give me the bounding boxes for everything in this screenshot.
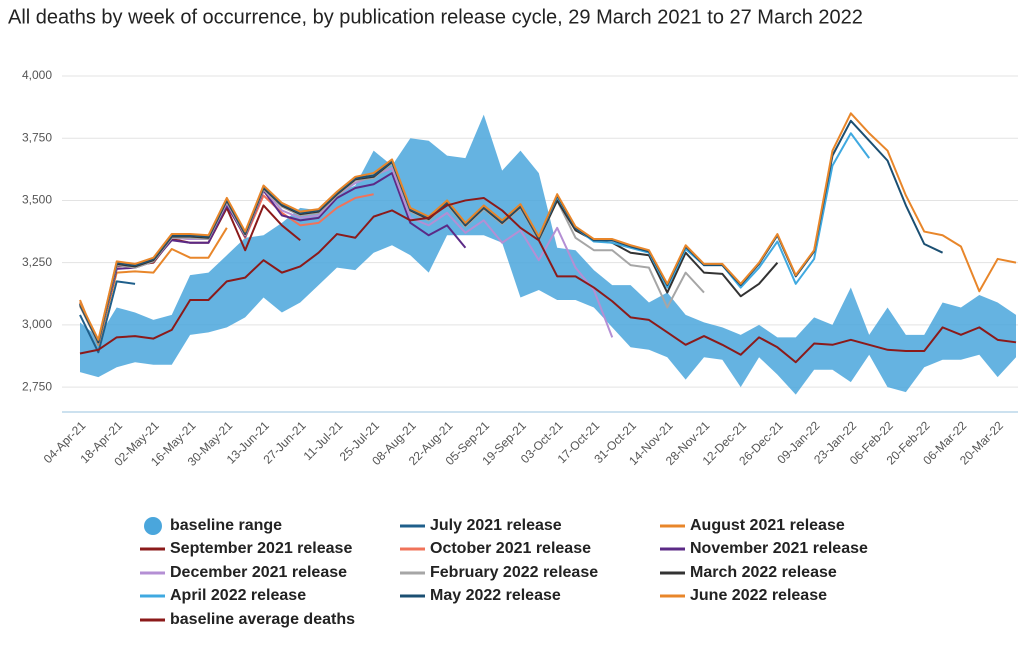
legend-label: baseline average deaths (170, 611, 355, 628)
legend-label: June 2022 release (690, 587, 827, 604)
y-tick-label: 3,500 (22, 193, 52, 207)
legend-label: September 2021 release (170, 540, 352, 557)
series-line (79, 160, 779, 344)
series-line (79, 112, 1017, 341)
legend-label: August 2021 release (690, 517, 845, 534)
series-line (79, 196, 1017, 364)
legend-label: December 2021 release (170, 564, 347, 581)
y-tick-label: 4,000 (22, 68, 52, 82)
legend-label: November 2021 release (690, 540, 868, 557)
y-tick-label: 3,750 (22, 130, 52, 144)
legend-label: April 2022 release (170, 587, 306, 604)
legend-label: baseline range (170, 517, 282, 534)
legend-label: February 2022 release (430, 564, 598, 581)
legend-swatch (144, 517, 162, 535)
baseline-band (80, 114, 1016, 395)
legend-label: October 2021 release (430, 540, 591, 557)
series-line (79, 280, 136, 354)
legend-label: March 2022 release (690, 564, 837, 581)
y-tick-label: 3,250 (22, 255, 52, 269)
legend-label: July 2021 release (430, 517, 562, 534)
y-tick-label: 3,000 (22, 317, 52, 331)
legend-label: May 2022 release (430, 587, 561, 604)
y-tick-label: 2,750 (22, 379, 52, 393)
chart-title: All deaths by week of occurrence, by pub… (8, 6, 863, 28)
